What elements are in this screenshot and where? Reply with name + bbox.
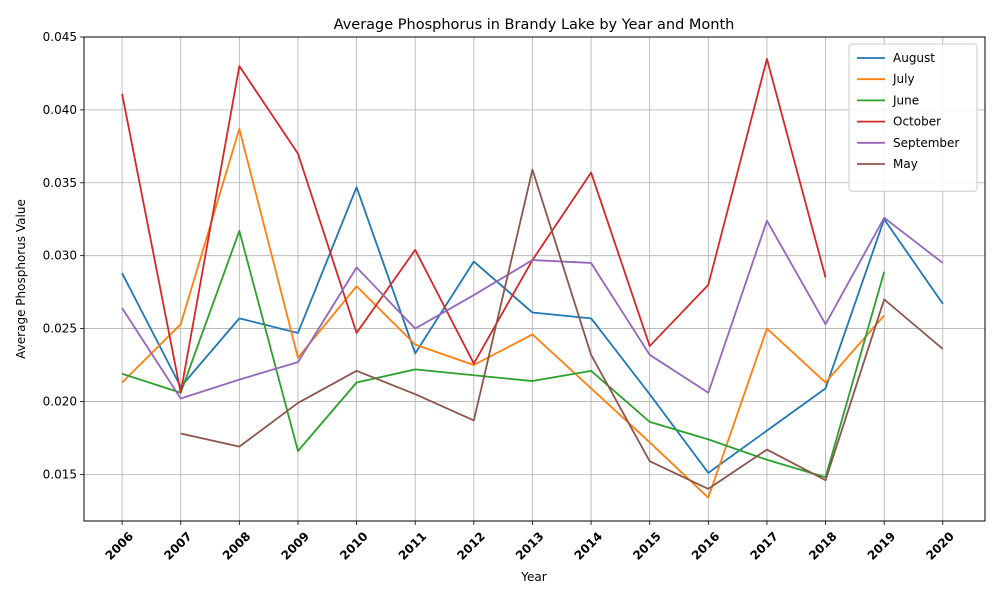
y-axis-label: Average Phosphorus Value	[14, 199, 28, 359]
series-lines	[121, 57, 944, 499]
series-line-august	[121, 186, 944, 474]
legend-label: July	[892, 72, 915, 86]
y-tick-label: 0.045	[43, 30, 77, 44]
legend: August July June October September May	[848, 43, 978, 192]
legend-label: October	[893, 115, 941, 129]
y-tick-label: 0.035	[43, 176, 77, 190]
y-axis-ticks: 0.015 0.020 0.025 0.030 0.035 0.040 0.045	[43, 30, 84, 481]
y-tick-label: 0.015	[43, 467, 77, 481]
chart-title: Average Phosphorus in Brandy Lake by Yea…	[334, 17, 735, 33]
axes-frame	[83, 36, 986, 522]
y-tick-label: 0.025	[43, 322, 77, 336]
plot-frame	[83, 36, 986, 522]
x-axis-label: Year	[520, 570, 546, 584]
y-tick-label: 0.020	[43, 394, 77, 408]
legend-label: May	[893, 157, 918, 171]
series-line-july	[121, 127, 885, 499]
series-line-october	[121, 57, 827, 394]
y-tick-label: 0.030	[43, 249, 77, 263]
grid	[84, 36, 985, 521]
legend-label: June	[892, 93, 919, 107]
legend-box	[848, 43, 978, 192]
y-tick-label: 0.040	[43, 103, 77, 117]
series-line-september	[121, 216, 944, 400]
legend-label: August	[893, 51, 935, 65]
series-line-may	[180, 168, 944, 490]
legend-label: September	[893, 136, 959, 150]
